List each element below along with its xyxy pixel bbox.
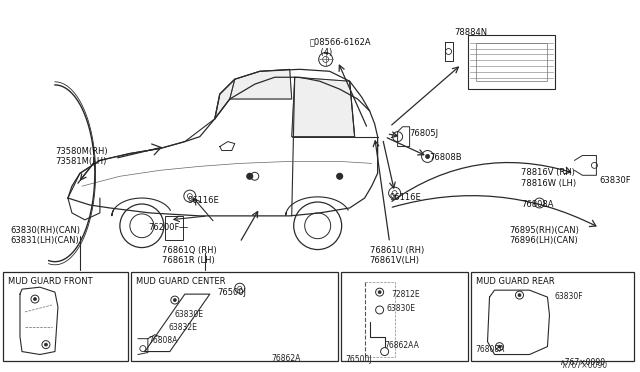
Text: 76861Q (RH)
76861R (LH): 76861Q (RH) 76861R (LH)	[162, 246, 216, 265]
Bar	[476, 42, 547, 81]
Bar	[3, 272, 128, 362]
Text: 63830F: 63830F	[600, 176, 631, 185]
Circle shape	[518, 294, 521, 296]
Text: MUD GUARD CENTER: MUD GUARD CENTER	[136, 277, 225, 286]
Text: ∧767×0090: ∧767×0090	[561, 362, 607, 371]
Circle shape	[378, 291, 381, 294]
Text: 76500J: 76500J	[218, 288, 247, 297]
Text: 76895(RH)(CAN)
76896(LH)(CAN): 76895(RH)(CAN) 76896(LH)(CAN)	[509, 226, 579, 245]
Circle shape	[44, 343, 47, 346]
Text: 76808A: 76808A	[148, 336, 177, 345]
Text: 76808A: 76808A	[476, 344, 505, 354]
Bar	[468, 35, 556, 89]
Text: 78816V (RH)
78816W (LH): 78816V (RH) 78816W (LH)	[522, 169, 577, 188]
Text: 76805J: 76805J	[410, 129, 439, 138]
Text: 76500J: 76500J	[346, 355, 372, 363]
Text: 76808A: 76808A	[522, 200, 554, 209]
Text: 63830(RH)(CAN)
63831(LH)(CAN): 63830(RH)(CAN) 63831(LH)(CAN)	[10, 226, 80, 245]
Text: 96116E: 96116E	[188, 196, 220, 205]
Text: 76200F―: 76200F―	[148, 223, 188, 232]
Text: MUD GUARD FRONT: MUD GUARD FRONT	[8, 277, 93, 286]
Text: 63830E: 63830E	[175, 310, 204, 319]
Bar	[470, 272, 634, 362]
Text: 76862A: 76862A	[272, 353, 301, 363]
Text: 73580M(RH)
73581M(LH): 73580M(RH) 73581M(LH)	[55, 147, 108, 166]
Circle shape	[498, 345, 501, 348]
Circle shape	[426, 154, 429, 158]
Polygon shape	[230, 69, 292, 99]
Text: 78884N: 78884N	[454, 28, 488, 37]
Bar	[131, 272, 338, 362]
Text: MUD GUARD REAR: MUD GUARD REAR	[476, 277, 554, 286]
Circle shape	[247, 173, 253, 179]
Bar	[340, 272, 468, 362]
Text: 76808B: 76808B	[429, 154, 462, 163]
Polygon shape	[292, 77, 355, 137]
Text: 96116E: 96116E	[390, 193, 421, 202]
Bar	[165, 216, 183, 240]
Text: 63832E: 63832E	[169, 323, 198, 332]
Polygon shape	[215, 79, 235, 119]
Text: 63830F: 63830F	[554, 292, 583, 301]
Circle shape	[173, 299, 177, 302]
Text: 63830E: 63830E	[387, 304, 415, 313]
Text: ∧767×0090: ∧767×0090	[559, 359, 605, 368]
Text: 76861U (RH)
76861V(LH): 76861U (RH) 76861V(LH)	[370, 246, 424, 265]
Text: 76862AA: 76862AA	[385, 341, 419, 350]
Circle shape	[337, 173, 342, 179]
Circle shape	[33, 298, 36, 301]
Text: Ⓝ08566-6162A
    (4): Ⓝ08566-6162A (4)	[310, 38, 371, 57]
Text: 72812E: 72812E	[392, 290, 420, 299]
